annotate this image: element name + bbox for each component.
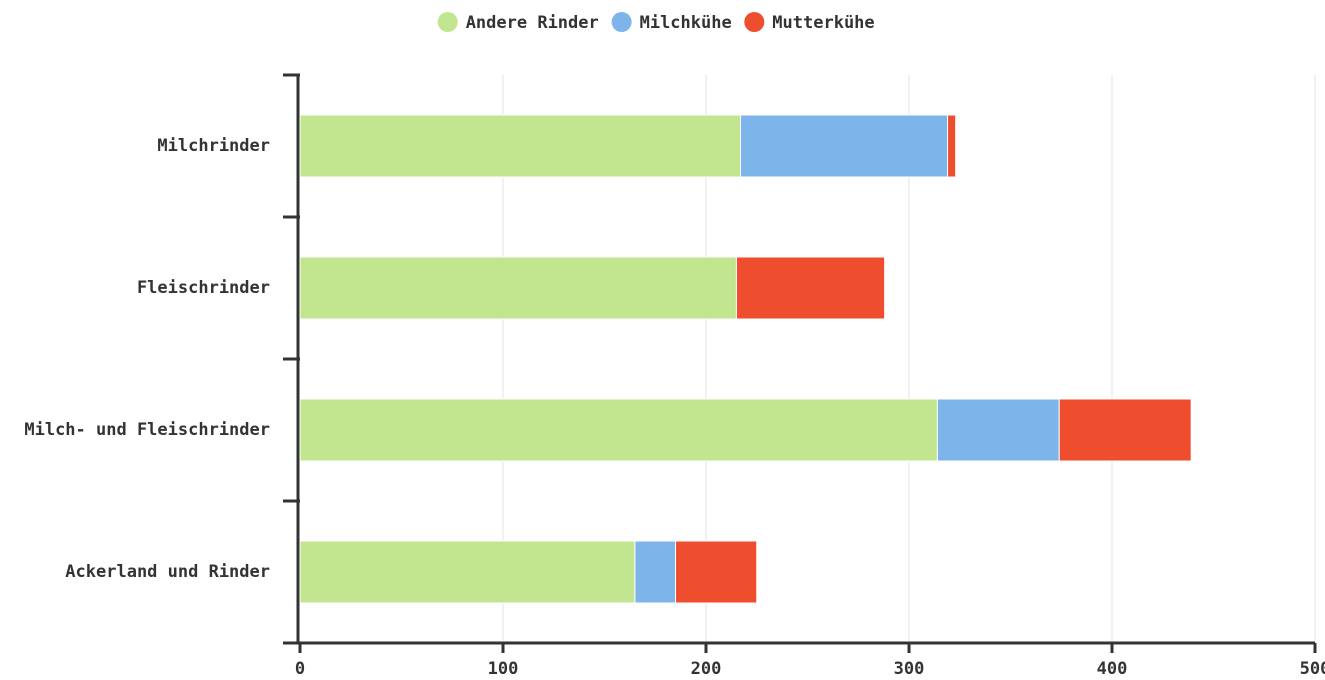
bar-segment <box>740 114 949 178</box>
x-tick-label: 0 <box>295 659 305 679</box>
x-tick-label: 300 <box>894 659 925 679</box>
bar-segment <box>634 540 677 604</box>
legend-marker <box>437 12 458 32</box>
bar-segment <box>1058 398 1192 462</box>
bar-segment <box>735 256 886 320</box>
bar-segment <box>947 114 957 178</box>
legend-label: Milchkühe <box>640 13 732 33</box>
y-tick-label: Ackerland und Rinder <box>65 562 270 582</box>
legend-marker <box>611 12 632 32</box>
legend-label: Andere Rinder <box>466 13 599 33</box>
bar-segment <box>299 114 742 178</box>
bar-segment <box>299 540 636 604</box>
x-tick-label: 100 <box>488 659 519 679</box>
y-tick-label: Milch- und Fleischrinder <box>24 420 270 440</box>
bar-segment <box>936 398 1060 462</box>
bar-segment <box>299 398 938 462</box>
x-tick-label: 500 <box>1300 659 1325 679</box>
bar-segment <box>299 256 737 320</box>
legend-marker <box>744 12 765 32</box>
y-tick-label: Fleischrinder <box>137 278 270 298</box>
x-tick-label: 400 <box>1097 659 1128 679</box>
bar-segment <box>675 540 758 604</box>
y-tick-label: Milchrinder <box>157 136 270 156</box>
legend-label: Mutterkühe <box>772 13 874 33</box>
x-tick-label: 200 <box>691 659 722 679</box>
